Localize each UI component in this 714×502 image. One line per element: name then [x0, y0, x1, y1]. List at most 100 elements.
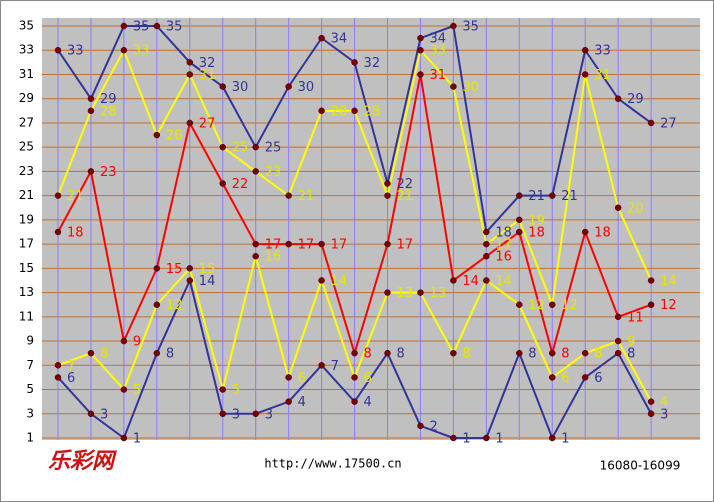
data-label: 33 — [133, 44, 150, 59]
data-label: 18 — [528, 226, 545, 241]
point — [384, 289, 391, 296]
point — [384, 192, 391, 199]
data-label: 4 — [364, 395, 372, 410]
y-tick-label: 11 — [19, 309, 34, 323]
point — [153, 131, 161, 139]
point — [318, 277, 325, 284]
data-label: 28 — [364, 104, 381, 119]
data-label: 6 — [364, 371, 372, 386]
point — [647, 398, 655, 405]
point — [87, 410, 95, 418]
point — [647, 119, 655, 127]
data-label: 21 — [298, 189, 315, 204]
data-label: 35 — [133, 20, 150, 35]
data-label: 18 — [495, 226, 512, 241]
data-label: 21 — [397, 189, 414, 204]
point — [450, 349, 457, 357]
data-label: 17 — [331, 238, 348, 253]
point — [54, 228, 62, 236]
point — [153, 265, 161, 272]
point — [54, 46, 62, 54]
y-tick-label: 31 — [19, 67, 34, 81]
point — [153, 349, 161, 357]
y-tick-label: 29 — [19, 91, 34, 105]
data-label: 8 — [594, 347, 602, 362]
point — [87, 349, 95, 357]
y-tick-label: 1 — [26, 431, 34, 445]
data-label: 9 — [627, 335, 635, 350]
point — [581, 46, 589, 54]
point — [417, 422, 424, 430]
data-label: 12 — [528, 298, 545, 313]
point — [647, 277, 655, 284]
point — [318, 34, 325, 42]
point — [483, 240, 490, 248]
point — [252, 168, 259, 175]
point — [252, 143, 259, 151]
point — [549, 192, 556, 199]
data-label: 17 — [298, 238, 315, 253]
point — [252, 410, 259, 418]
y-tick-label: 3 — [26, 406, 34, 420]
data-label: 33 — [67, 44, 84, 59]
period: 16080-16099 — [600, 459, 681, 473]
point — [614, 204, 622, 212]
point — [384, 180, 391, 187]
data-label: 23 — [265, 165, 282, 180]
data-label: 34 — [331, 32, 348, 47]
point — [516, 228, 523, 236]
point — [219, 83, 226, 90]
point — [516, 301, 523, 308]
data-label: 8 — [166, 347, 174, 362]
data-label: 16 — [265, 250, 282, 265]
data-label: 14 — [331, 274, 348, 289]
point — [483, 434, 490, 442]
data-label: 32 — [364, 56, 381, 71]
point — [483, 277, 490, 284]
point — [120, 434, 128, 442]
data-label: 14 — [462, 274, 479, 289]
data-label: 18 — [67, 226, 84, 241]
point — [186, 71, 194, 78]
point — [614, 95, 622, 102]
data-label: 34 — [429, 32, 446, 47]
point — [186, 265, 194, 272]
point — [87, 95, 95, 102]
data-label: 22 — [397, 177, 414, 192]
point — [516, 349, 523, 357]
data-label: 1 — [561, 432, 569, 447]
point — [285, 374, 292, 381]
point — [219, 386, 226, 393]
point — [614, 313, 622, 321]
point — [54, 192, 62, 199]
point — [581, 374, 589, 381]
y-tick-label: 9 — [26, 334, 34, 348]
y-tick-label: 27 — [19, 115, 34, 129]
data-label: 30 — [232, 80, 249, 95]
data-label: 31 — [429, 68, 446, 83]
data-label: 14 — [660, 274, 677, 289]
point — [87, 168, 95, 175]
y-tick-label: 35 — [19, 19, 34, 33]
y-tick-label: 21 — [19, 188, 34, 202]
data-label: 3 — [232, 407, 240, 422]
data-label: 4 — [660, 395, 668, 410]
data-label: 8 — [528, 347, 536, 362]
y-tick-label: 17 — [19, 237, 34, 251]
y-tick-label: 19 — [19, 212, 34, 226]
data-label: 27 — [199, 116, 216, 131]
data-label: 29 — [100, 92, 117, 107]
data-label: 11 — [627, 310, 644, 325]
data-label: 3 — [100, 407, 108, 422]
data-label: 8 — [100, 347, 108, 362]
data-label: 6 — [67, 371, 75, 386]
url: http://www.17500.cn — [264, 457, 401, 471]
data-label: 21 — [561, 189, 578, 204]
data-label: 17 — [265, 238, 282, 253]
point — [450, 83, 457, 90]
point — [417, 46, 424, 54]
y-tick-label: 7 — [26, 358, 34, 372]
point — [285, 192, 292, 199]
point — [549, 434, 556, 442]
data-label: 6 — [298, 371, 306, 386]
